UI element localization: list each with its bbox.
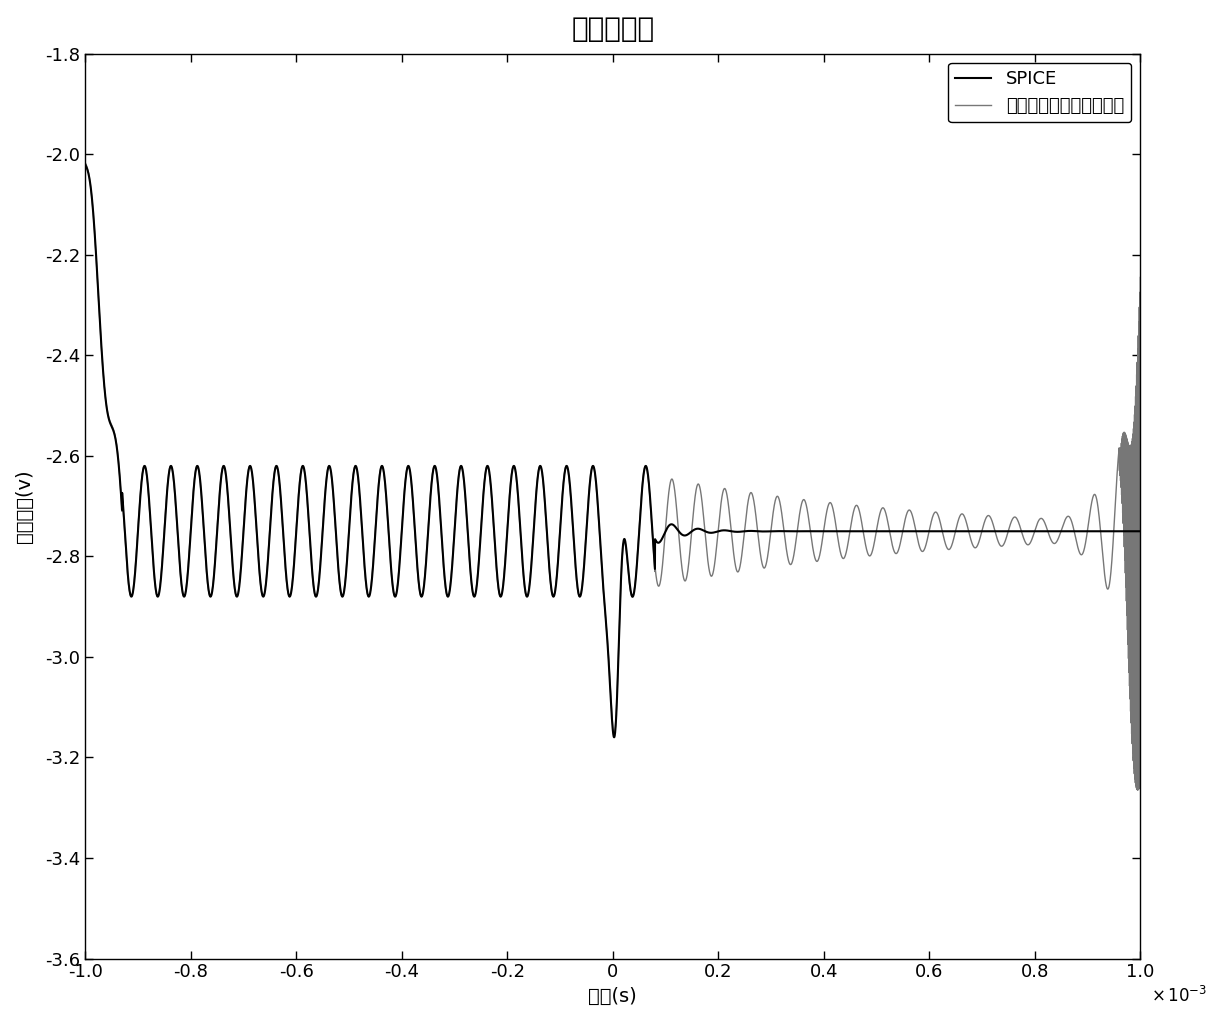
SPICE [861,525,875,537]
Line: 频域僅里叶级数展开方法: 频域僅里叶级数展开方法 [85,162,1140,790]
X-axis label: 时间(s): 时间(s) [589,987,637,1006]
SPICE [748,525,763,537]
频域僅里叶级数展开方法 [1133,272,1148,284]
频域僅里叶级数展开方法 [131,518,145,530]
SPICE [702,527,717,539]
频域僅里叶级数展开方法 [702,566,717,578]
SPICE [131,521,145,533]
频域僅里叶级数展开方法 [917,544,932,556]
频域僅里叶级数展开方法 [78,156,93,168]
SPICE [78,158,93,171]
SPICE [460,518,475,530]
频域僅里叶级数展开方法 [460,521,475,533]
Legend: SPICE, 频域僅里叶级数展开方法: SPICE, 频域僅里叶级数展开方法 [947,62,1132,123]
Title: 输出信号値: 输出信号値 [571,15,654,43]
SPICE [917,525,932,537]
Text: $\times\,10^{-3}$: $\times\,10^{-3}$ [1151,985,1208,1006]
Line: SPICE: SPICE [85,164,1140,737]
频域僅里叶级数展开方法 [748,507,763,520]
Y-axis label: 输出电压(v): 输出电压(v) [15,470,34,543]
频域僅里叶级数展开方法 [1131,784,1145,796]
SPICE [607,731,621,743]
SPICE [1133,525,1148,537]
频域僅里叶级数展开方法 [860,546,874,558]
